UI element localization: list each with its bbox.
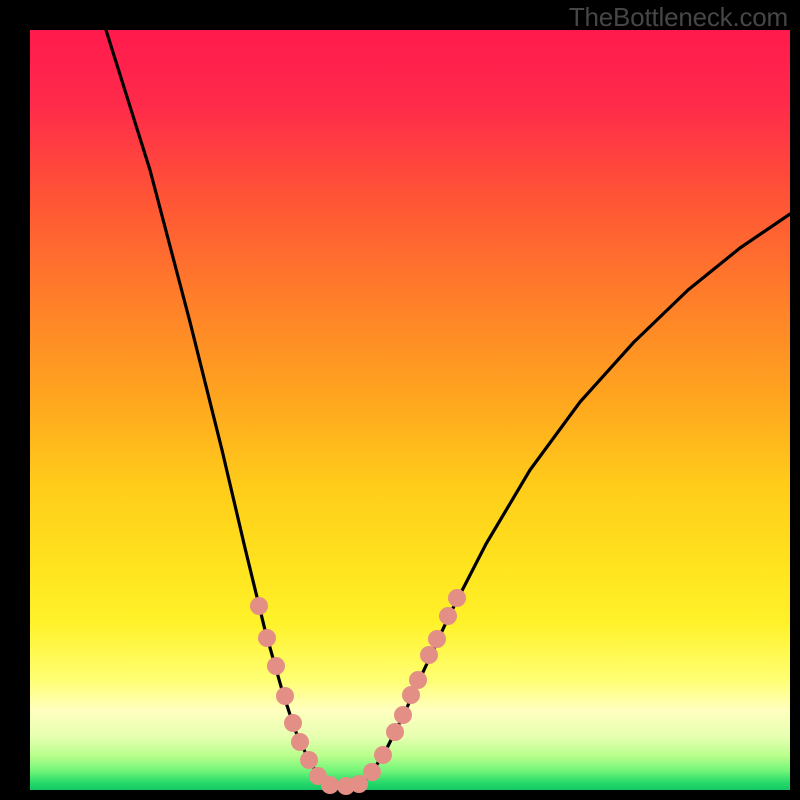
- data-point-marker: [409, 671, 427, 689]
- bottleneck-curve: [30, 30, 790, 790]
- data-point-marker: [374, 746, 392, 764]
- data-point-marker: [420, 646, 438, 664]
- data-point-marker: [448, 589, 466, 607]
- watermark-text: TheBottleneck.com: [569, 2, 788, 33]
- data-point-marker: [321, 776, 339, 794]
- v-curve-path: [106, 30, 790, 786]
- data-point-marker: [300, 751, 318, 769]
- data-point-marker: [291, 733, 309, 751]
- data-point-marker: [439, 607, 457, 625]
- data-point-marker: [394, 706, 412, 724]
- data-point-marker: [284, 714, 302, 732]
- data-point-marker: [276, 687, 294, 705]
- plot-area: [30, 30, 790, 790]
- data-point-marker: [267, 657, 285, 675]
- data-point-marker: [250, 597, 268, 615]
- data-point-marker: [363, 763, 381, 781]
- data-point-marker: [428, 630, 446, 648]
- chart-frame: TheBottleneck.com: [0, 0, 800, 800]
- data-point-marker: [258, 629, 276, 647]
- data-point-marker: [386, 723, 404, 741]
